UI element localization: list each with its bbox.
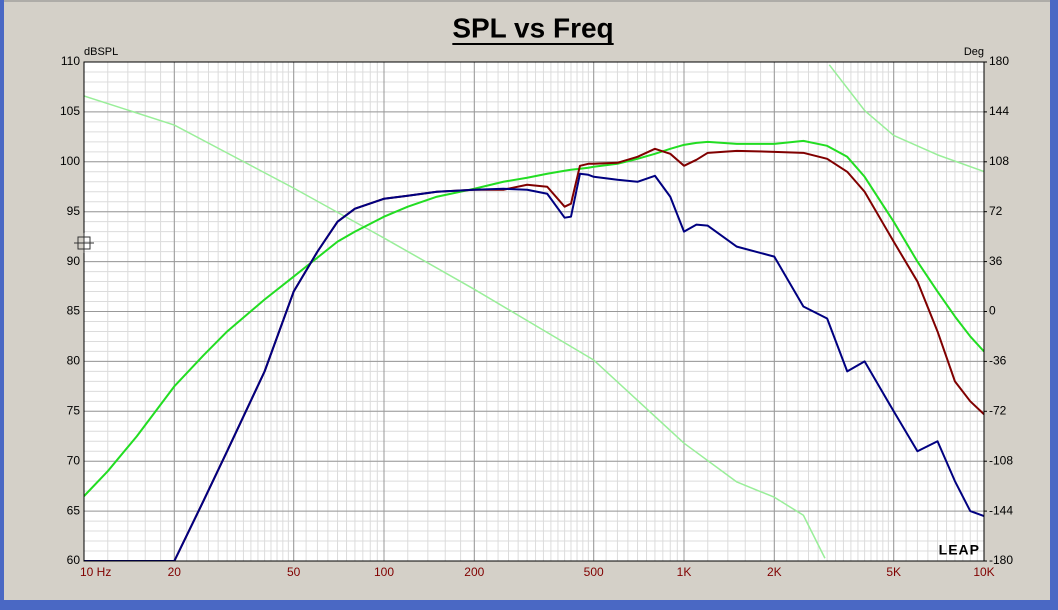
chart-title: SPL vs Freq bbox=[452, 12, 613, 43]
y2-tick-label: 72 bbox=[989, 204, 1003, 218]
y-tick-label: 85 bbox=[67, 304, 81, 318]
y2-tick-label: 144 bbox=[989, 104, 1009, 118]
y-tick-label: 100 bbox=[60, 154, 80, 168]
y2-tick-label: -36 bbox=[989, 354, 1007, 368]
y-tick-label: 75 bbox=[67, 403, 81, 417]
series-line bbox=[84, 172, 984, 561]
y2-tick-label: -144 bbox=[989, 503, 1013, 517]
y2-axis-label: Deg bbox=[964, 46, 984, 58]
y-tick-label: 95 bbox=[67, 204, 81, 218]
y-tick-label: 65 bbox=[67, 503, 81, 517]
y-tick-label: 80 bbox=[67, 354, 81, 368]
x-tick-label: 5K bbox=[886, 565, 901, 579]
x-tick-label: 2K bbox=[767, 565, 782, 579]
y2-tick-label: -180 bbox=[989, 553, 1013, 567]
y-tick-label: 110 bbox=[61, 54, 80, 68]
series-line bbox=[84, 139, 984, 497]
y2-tick-label: -108 bbox=[989, 453, 1013, 467]
x-tick-label: 50 bbox=[287, 565, 301, 579]
x-tick-label: 20 bbox=[168, 565, 182, 579]
cursor-icon bbox=[74, 233, 94, 253]
y-tick-label: 60 bbox=[67, 553, 81, 567]
y2-tick-label: 36 bbox=[989, 254, 1003, 268]
x-tick-label: 200 bbox=[464, 565, 484, 579]
x-tick-label: 10 Hz bbox=[80, 565, 111, 579]
watermark: LEAP bbox=[939, 542, 980, 558]
y-tick-label: 70 bbox=[67, 453, 81, 467]
x-tick-label: 10K bbox=[973, 565, 994, 579]
x-tick-label: 500 bbox=[584, 565, 604, 579]
x-tick-label: 100 bbox=[374, 565, 394, 579]
series-line bbox=[84, 64, 984, 559]
y-tick-label: 105 bbox=[60, 104, 80, 118]
y-axis-label: dBSPL bbox=[84, 46, 118, 58]
y-tick-label: 90 bbox=[67, 254, 81, 268]
y2-tick-label: 180 bbox=[989, 54, 1009, 68]
y2-tick-label: 108 bbox=[989, 154, 1009, 168]
x-tick-label: 1K bbox=[677, 565, 692, 579]
series-layer bbox=[84, 64, 984, 561]
y2-tick-label: 0 bbox=[989, 304, 996, 318]
y2-tick-label: -72 bbox=[989, 403, 1007, 417]
